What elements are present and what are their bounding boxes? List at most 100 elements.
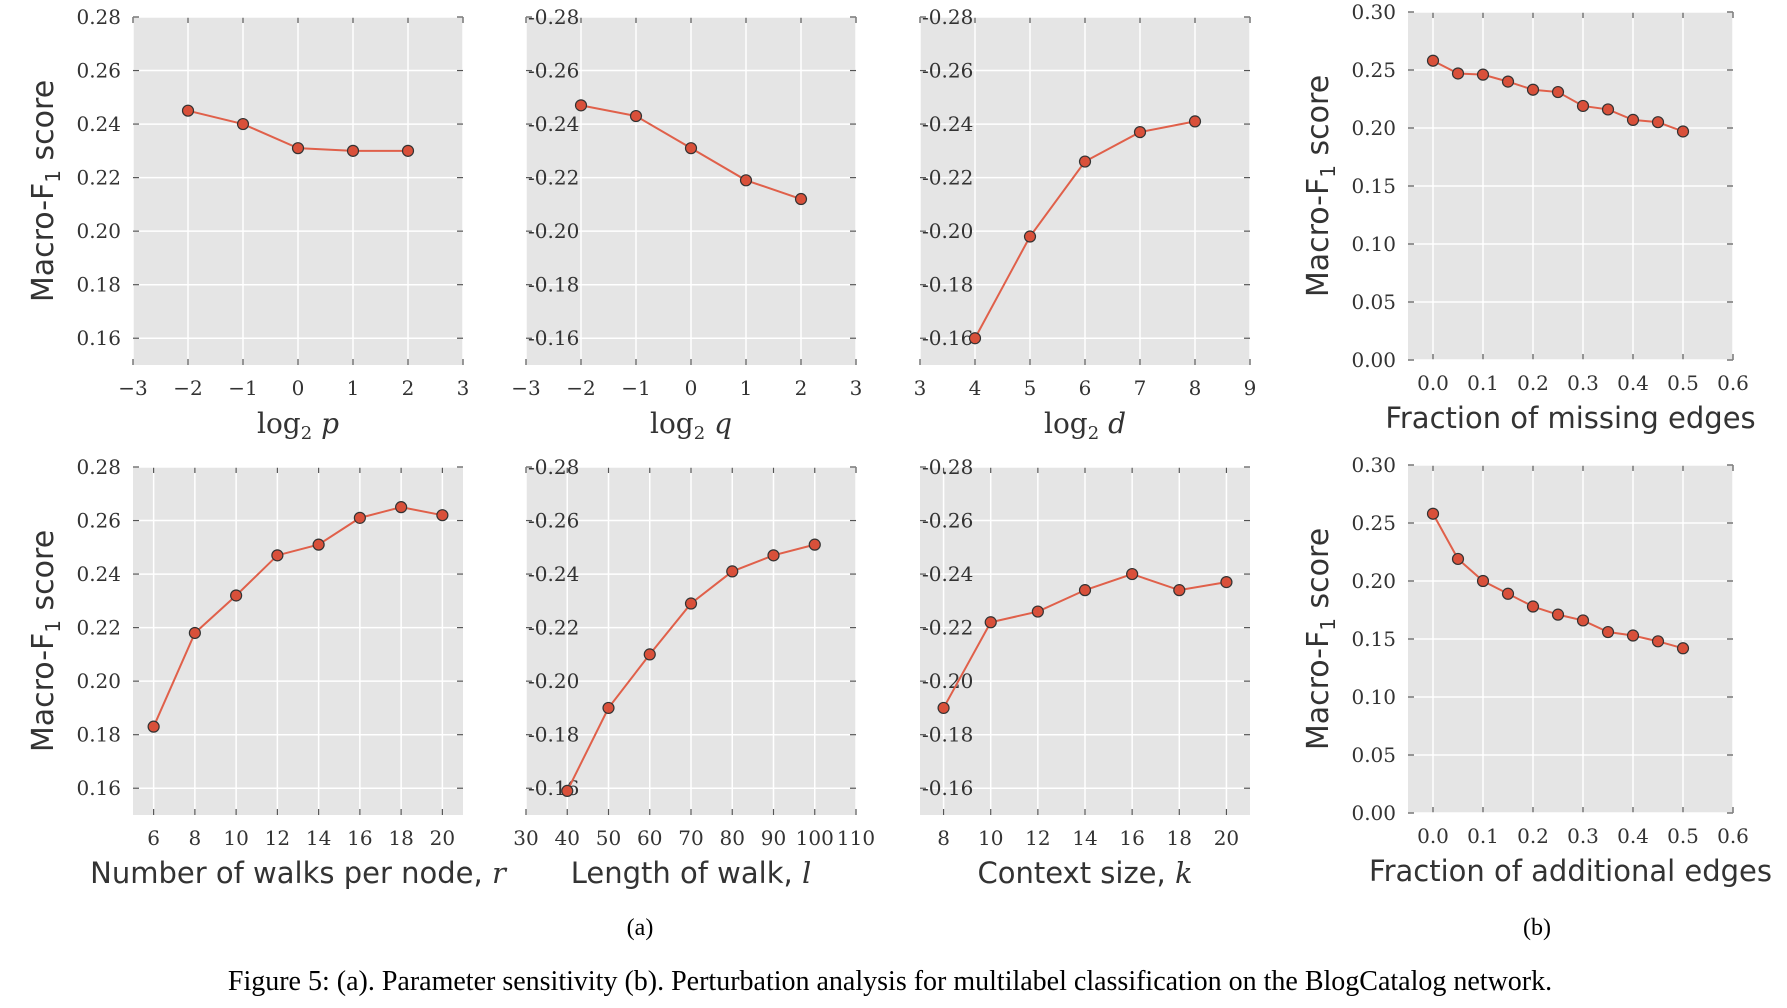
x-tick-label: 0.4 (1617, 371, 1649, 395)
data-point (1601, 103, 1615, 116)
data-point (147, 720, 160, 733)
y-tick-label: 0.00 (1351, 801, 1396, 825)
data-point (312, 538, 325, 551)
data-point (726, 565, 739, 578)
data-point (767, 549, 780, 562)
y-tick-label: 0.22 (76, 616, 121, 640)
data-point (1126, 567, 1139, 581)
y-tick-label: -0.22 (922, 166, 973, 190)
data-point (1078, 584, 1092, 597)
chart-log2q: −3 −2 −1 0 1 2 3 -0.16 -0.18 -0.20 -0.22 -0.24 -0.26… (511, 5, 862, 444)
data-point (1451, 67, 1465, 80)
x-tick-label: 18 (388, 826, 413, 850)
x-tick-label: 0.6 (1717, 824, 1749, 848)
x-tick-label: 7 (1134, 376, 1147, 400)
y-tick-label: -0.18 (528, 273, 579, 297)
chart-context: 8 10 12 14 16 18 20 -0.16 -0.18 -0.20 -0.22 -0.24 -0… (920, 455, 1250, 890)
y-tick-label: 0.26 (76, 59, 121, 83)
group-label-b: (b) (1523, 915, 1551, 941)
x-tick-label: 3 (914, 376, 927, 400)
x-tick-label: 3 (850, 376, 863, 400)
chart-missing: 0.0 0.1 0.2 0.3 0.4 0.5 0.6 0.00 0.05 0.10 0.15 0.2… (1301, 0, 1756, 435)
data-point (395, 501, 408, 514)
y-tick-label: -0.26 (528, 509, 579, 533)
data-point (1173, 584, 1186, 597)
x-tick-label: 0.2 (1517, 824, 1549, 848)
x-tick-label: 0.2 (1517, 371, 1549, 395)
x-tick-label: 5 (1024, 376, 1037, 400)
y-tick-label: -0.22 (528, 616, 579, 640)
y-tick-label: 0.25 (1351, 58, 1396, 82)
x-tick-label: 6 (147, 826, 160, 850)
x-tick-label: 110 (837, 826, 875, 850)
data-point (1551, 608, 1565, 621)
x-tick-label: 0.1 (1467, 371, 1499, 395)
x-axis-label: log2 q (650, 407, 732, 444)
y-tick-label: -0.28 (922, 455, 973, 479)
y-tick-label: 0.24 (76, 562, 121, 586)
data-point (188, 626, 201, 640)
x-tick-label: 50 (596, 826, 621, 850)
y-tick-label: 0.16 (76, 776, 121, 800)
y-axis-label: Macro-F1 score (1301, 528, 1340, 750)
series-line (152, 506, 443, 728)
panels: −3 −2 −1 0 1 2 30.160.180.200.220.240.260.28lo… (26, 0, 1772, 890)
data-point (436, 509, 449, 522)
x-tick-label: 9 (1244, 376, 1257, 400)
y-tick-label: 0.20 (76, 669, 121, 693)
x-tick-label: 20 (430, 826, 455, 850)
y-tick-label: -0.22 (922, 616, 973, 640)
y-tick-label: 0.28 (76, 5, 121, 29)
x-tick-label: 10 (978, 826, 1003, 850)
x-tick-label: 1 (740, 376, 753, 400)
data-point (1526, 600, 1540, 613)
x-axis-label: log2 d (1044, 407, 1126, 444)
data-point (1651, 635, 1665, 648)
y-axis-label: Macro-F1 score (1301, 75, 1340, 297)
x-tick-label: 30 (513, 826, 538, 850)
y-tick-label: 0.20 (1351, 569, 1396, 593)
y-tick-label: -0.18 (922, 723, 973, 747)
x-axis-label: Length of walk, l (571, 856, 811, 890)
y-tick-label: 0.20 (76, 219, 121, 243)
data-point (1676, 642, 1690, 655)
y-tick-label: 0.10 (1351, 685, 1396, 709)
data-point (629, 109, 643, 123)
y-tick-label: -0.28 (528, 455, 579, 479)
data-point (739, 174, 753, 187)
y-tick-label: -0.20 (528, 219, 579, 243)
y-tick-label: 0.18 (76, 273, 121, 297)
x-tick-label: 20 (1214, 826, 1239, 850)
y-tick-label: -0.26 (528, 59, 579, 83)
x-tick-label: −2 (566, 376, 595, 400)
x-tick-label: 10 (223, 826, 248, 850)
x-tick-label: −3 (118, 376, 147, 400)
x-axis-label: Fraction of additional edges (1369, 854, 1772, 888)
x-tick-label: 0.3 (1567, 824, 1599, 848)
y-tick-label: -0.22 (528, 166, 579, 190)
data-point (1078, 155, 1092, 168)
y-tick-label: 0.20 (1351, 116, 1396, 140)
chart-log2d: 3 4 5 6 7 8 9 -0.16 -0.18 -0.20 -0.22 -0.24 -0.26 -0.… (914, 5, 1257, 444)
x-tick-label: 0.1 (1467, 824, 1499, 848)
x-tick-label: −1 (228, 376, 257, 400)
x-tick-label: 2 (795, 376, 808, 400)
y-tick-label: 0.00 (1351, 348, 1396, 372)
x-tick-label: −2 (173, 376, 202, 400)
data-point (401, 144, 415, 157)
x-tick-label: 60 (637, 826, 662, 850)
data-point (1426, 507, 1440, 520)
y-tick-label: -0.20 (922, 219, 973, 243)
data-point (1220, 576, 1233, 589)
data-point (236, 117, 250, 131)
data-point (230, 589, 243, 602)
data-point (1023, 230, 1037, 243)
x-tick-label: 0.4 (1617, 824, 1649, 848)
x-tick-label: 12 (265, 826, 290, 850)
data-point (1133, 126, 1147, 139)
x-tick-label: 2 (402, 376, 415, 400)
data-point (1501, 587, 1515, 600)
y-tick-label: -0.28 (922, 5, 973, 29)
x-tick-label: 18 (1167, 826, 1192, 850)
data-point (808, 538, 821, 551)
